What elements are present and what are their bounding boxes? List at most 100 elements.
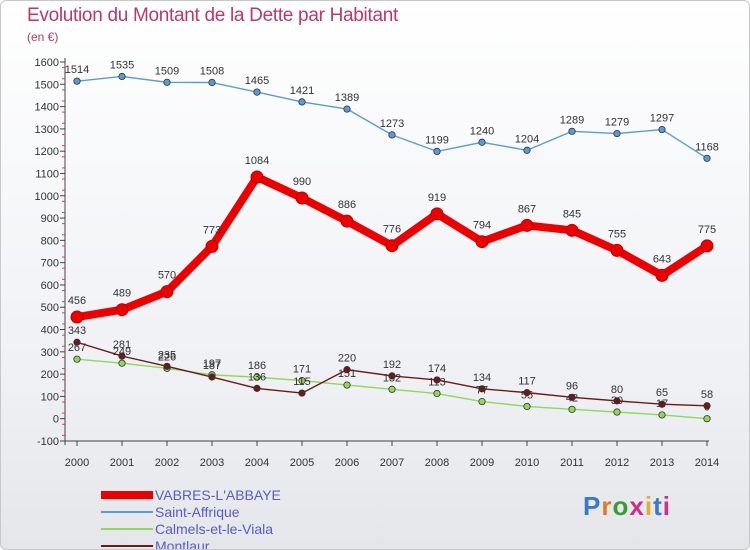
data-point <box>118 359 126 367</box>
data-point <box>250 170 264 184</box>
data-label: 192 <box>383 359 401 371</box>
data-label: 1514 <box>65 64 89 76</box>
data-point <box>115 303 129 317</box>
data-label: 1168 <box>695 141 719 153</box>
data-label: 1289 <box>560 114 584 126</box>
x-tick-label: 2006 <box>335 457 359 469</box>
data-label: 990 <box>293 176 311 188</box>
data-label: 867 <box>518 203 536 215</box>
data-point <box>253 88 261 96</box>
data-point <box>388 385 396 393</box>
logo-letter: i <box>662 491 671 521</box>
y-tick-label: 1500 <box>35 79 59 91</box>
x-tick-label: 2014 <box>695 457 719 469</box>
x-tick-label: 2007 <box>380 457 404 469</box>
data-point <box>253 384 261 392</box>
data-label: 96 <box>566 380 578 392</box>
data-point <box>73 355 81 363</box>
y-tick-label: 100 <box>41 391 59 403</box>
data-label: 1535 <box>110 59 134 71</box>
data-label: 776 <box>383 224 401 236</box>
data-point <box>478 385 486 393</box>
data-point <box>433 147 441 155</box>
y-tick-label: 1600 <box>35 57 59 69</box>
data-label: 489 <box>113 288 131 300</box>
data-label: 775 <box>698 224 716 236</box>
data-point <box>568 405 576 413</box>
x-tick-label: 2001 <box>110 457 134 469</box>
data-label: 1279 <box>605 117 629 129</box>
y-tick-label: 400 <box>41 325 59 337</box>
data-label: 1273 <box>380 118 404 130</box>
data-label: 151 <box>338 368 356 380</box>
logo-letter: r <box>601 491 613 521</box>
data-label: 755 <box>608 228 626 240</box>
data-label: 1389 <box>335 92 359 104</box>
data-point <box>298 389 306 397</box>
data-point <box>70 310 84 324</box>
data-label: 136 <box>248 371 266 383</box>
data-point <box>118 72 126 81</box>
logo-letter: P <box>583 491 602 521</box>
data-label: 186 <box>248 360 266 372</box>
y-tick-label: 1400 <box>35 102 59 114</box>
x-tick-label: 2010 <box>515 457 539 469</box>
legend-label: Saint-Affrique <box>155 504 240 520</box>
data-point <box>298 376 306 385</box>
y-tick-label: -100 <box>37 436 59 448</box>
data-label: 80 <box>611 384 623 396</box>
data-label: 1084 <box>245 155 269 167</box>
x-tick-label: 2000 <box>65 457 89 469</box>
data-label: 773 <box>203 224 221 236</box>
data-label: 794 <box>473 220 491 232</box>
data-point <box>703 154 711 162</box>
data-point <box>160 285 174 299</box>
data-point <box>610 243 624 257</box>
data-label: 643 <box>653 253 671 265</box>
data-point <box>523 389 531 397</box>
data-point <box>118 352 126 360</box>
y-tick-label: 300 <box>41 347 59 359</box>
data-point <box>385 239 399 253</box>
data-point <box>565 223 579 237</box>
data-label: 235 <box>158 349 176 361</box>
data-point <box>523 146 531 154</box>
data-label: 919 <box>428 192 446 204</box>
data-label: 171 <box>293 364 311 376</box>
data-point <box>700 239 714 253</box>
data-point <box>478 397 486 406</box>
x-tick-label: 2005 <box>290 457 314 469</box>
proxiti-logo: Proxiti <box>583 491 671 522</box>
data-point <box>520 218 534 232</box>
y-tick-label: 1100 <box>35 168 59 180</box>
data-label: 174 <box>428 363 446 375</box>
legend-swatch <box>101 491 153 499</box>
data-label: 65 <box>656 387 668 399</box>
data-label: 117 <box>518 376 536 388</box>
data-label: 187 <box>203 360 221 372</box>
data-point <box>655 268 669 282</box>
data-point <box>340 214 354 228</box>
y-tick-label: 1300 <box>35 124 59 136</box>
data-point <box>568 393 576 401</box>
data-point <box>433 376 441 384</box>
data-point <box>388 372 396 380</box>
data-label: 886 <box>338 199 356 211</box>
data-point <box>568 127 576 135</box>
data-point <box>388 131 396 139</box>
legend-swatch <box>101 511 153 513</box>
data-label: 1297 <box>650 113 674 125</box>
data-point <box>523 402 531 411</box>
data-point <box>343 381 351 389</box>
logo-letter: o <box>612 491 630 521</box>
y-tick-label: 200 <box>41 369 59 381</box>
x-tick-label: 2012 <box>605 457 629 469</box>
y-tick-label: 1000 <box>35 191 59 203</box>
data-point <box>613 129 621 138</box>
data-point <box>475 235 489 249</box>
x-tick-label: 2013 <box>650 457 674 469</box>
data-point <box>73 77 81 85</box>
data-point <box>343 105 351 113</box>
